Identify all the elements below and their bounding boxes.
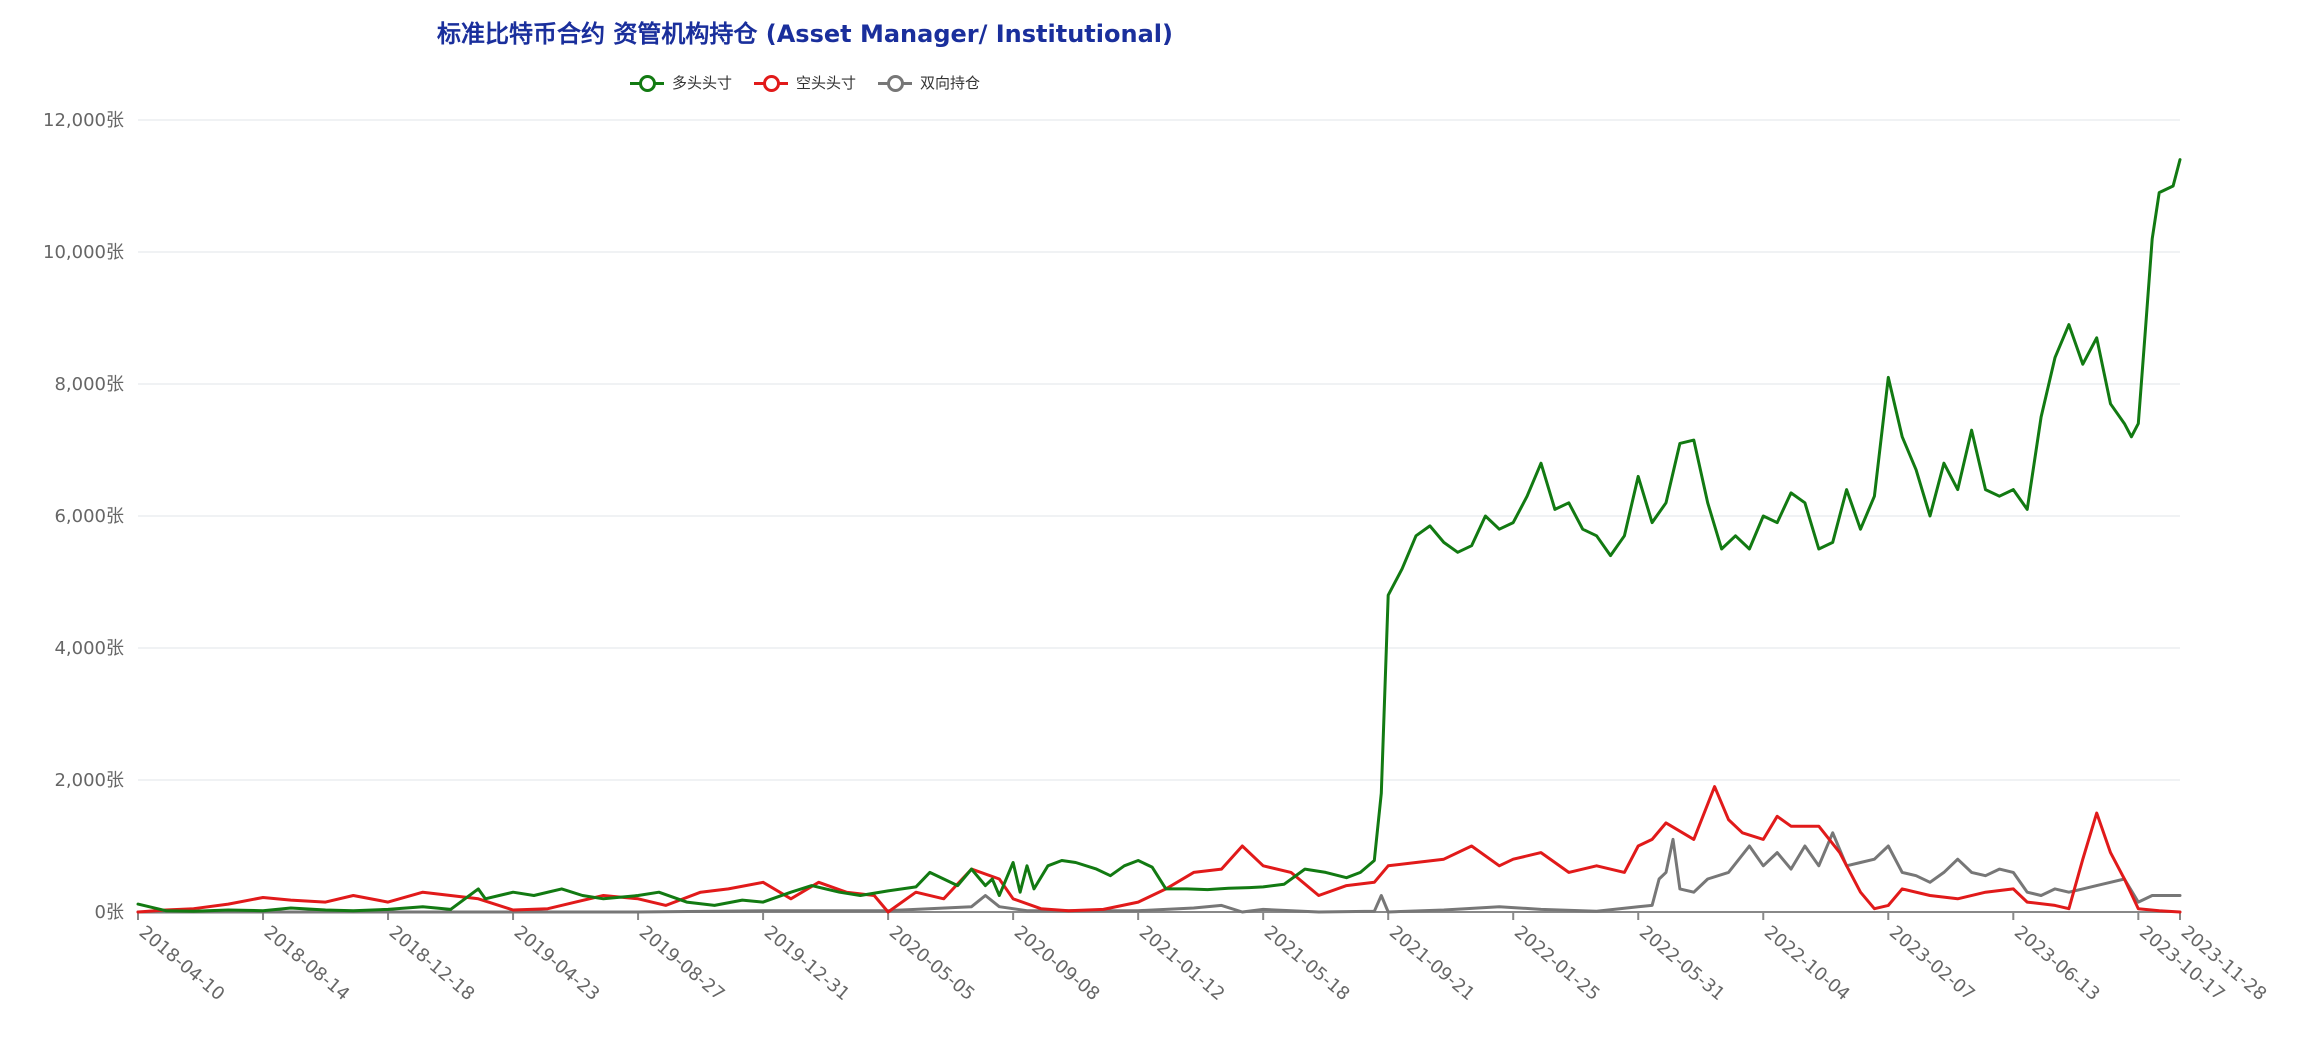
legend-swatch-long [629, 74, 664, 92]
legend-item-spread[interactable]: 双向持仓 [878, 72, 980, 93]
chart-legend: 多头头寸 空头头寸 双向持仓 [0, 72, 1610, 93]
x-tick-label: 2023-02-07 [1885, 922, 1979, 1005]
x-tick-label: 2018-04-10 [135, 922, 229, 1005]
x-tick-label: 2020-05-05 [885, 922, 979, 1005]
x-tick-label: 2019-08-27 [635, 922, 729, 1005]
y-tick-label: 2,000张 [54, 770, 124, 791]
x-tick-label: 2022-10-04 [1760, 922, 1854, 1005]
y-tick-label: 12,000张 [43, 110, 124, 131]
x-tick-label: 2018-12-18 [385, 922, 479, 1005]
x-tick-label: 2023-06-13 [2010, 922, 2104, 1005]
legend-item-short[interactable]: 空头头寸 [753, 72, 856, 93]
chart-title: 标准比特币合约 资管机构持仓 (Asset Manager/ Instituti… [437, 20, 1173, 48]
legend-label-spread: 双向持仓 [920, 74, 981, 92]
legend-label-short: 空头头寸 [795, 74, 856, 92]
legend-swatch-short [753, 74, 788, 92]
y-tick-label: 6,000张 [54, 506, 124, 527]
legend-item-long[interactable]: 多头头寸 [629, 72, 732, 93]
y-tick-label: 4,000张 [54, 638, 124, 659]
y-tick-label: 10,000张 [43, 242, 124, 263]
y-tick-label: 0张 [95, 902, 124, 923]
x-tick-label: 2022-01-25 [1510, 922, 1604, 1005]
x-tick-label: 2019-12-31 [760, 922, 854, 1005]
x-tick-label: 2018-08-14 [260, 922, 354, 1005]
legend-swatch-spread [878, 74, 912, 92]
series-line-long [136, 158, 2182, 913]
legend-label-long: 多头头寸 [671, 74, 732, 92]
series-line-short [136, 785, 2182, 914]
x-tick-label: 2021-05-18 [1260, 922, 1354, 1005]
x-tick-label: 2021-01-12 [1135, 922, 1229, 1005]
series-line-spread [136, 831, 2182, 914]
x-tick-label: 2020-09-08 [1010, 922, 1104, 1005]
x-tick-label: 2021-09-21 [1385, 922, 1479, 1005]
x-tick-label: 2022-05-31 [1635, 922, 1729, 1005]
y-tick-label: 8,000张 [54, 374, 124, 395]
x-tick-label: 2019-04-23 [510, 922, 604, 1005]
